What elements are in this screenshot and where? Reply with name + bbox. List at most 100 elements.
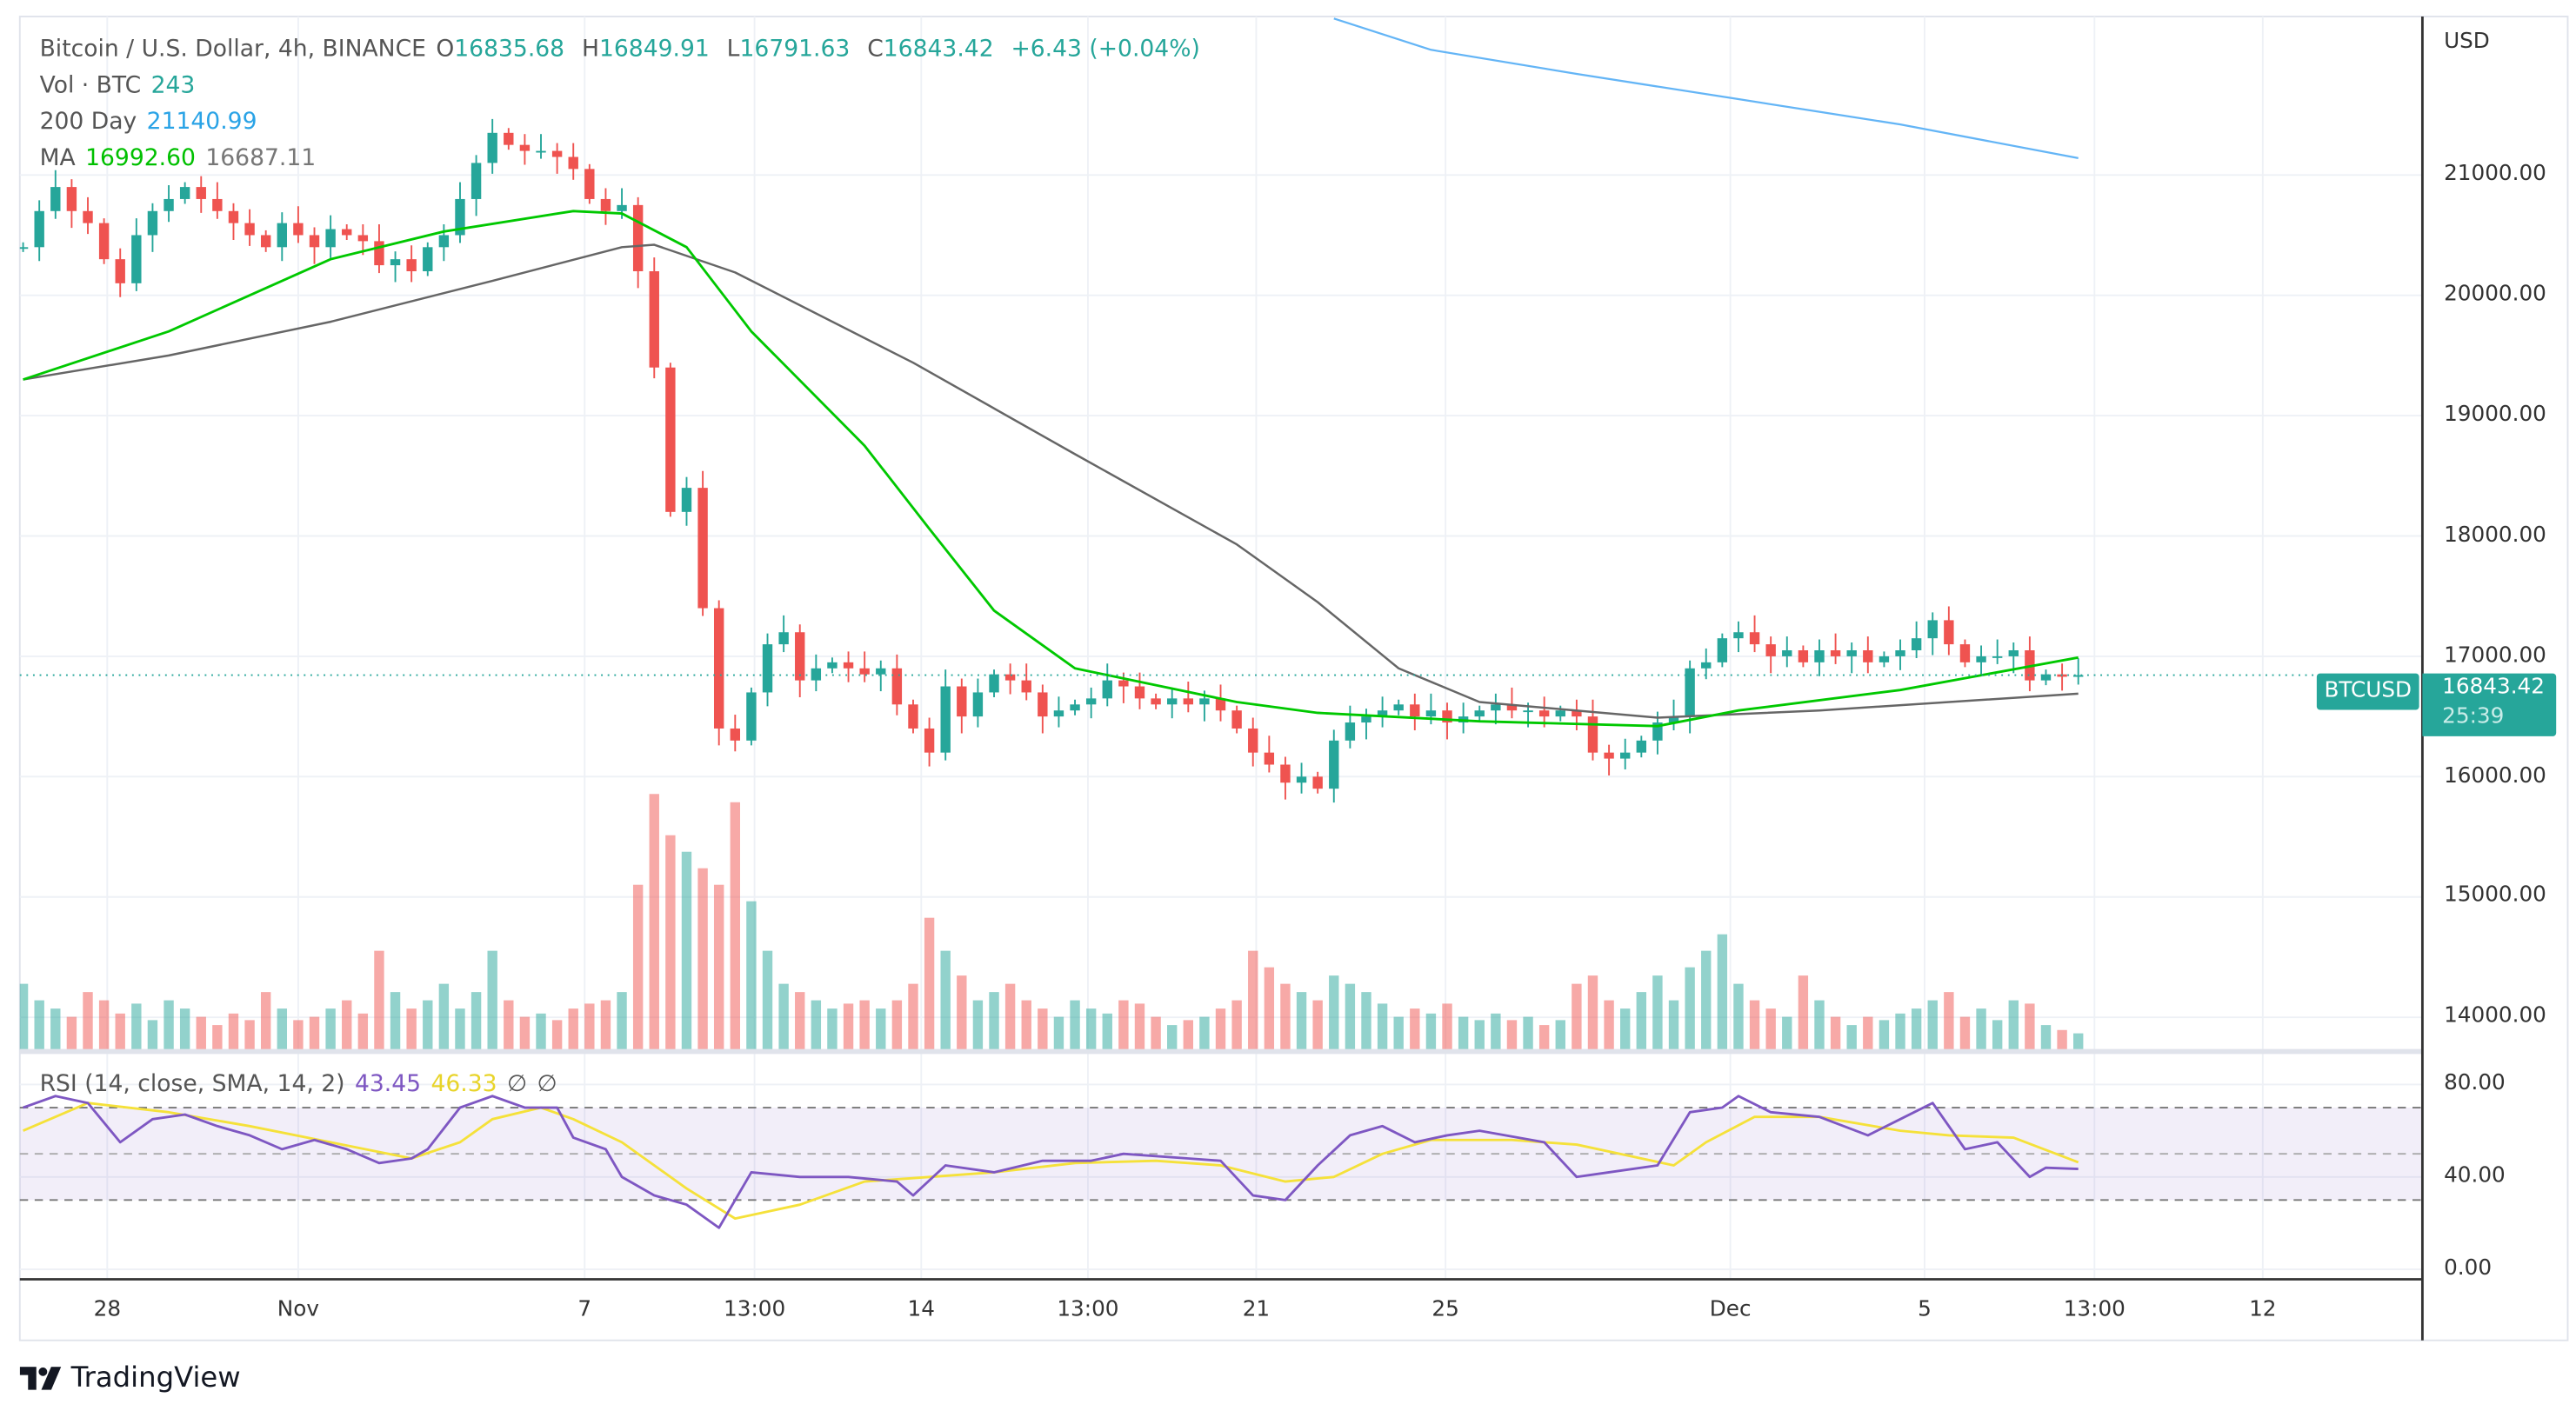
candle-body (1798, 650, 1809, 662)
candle-body (1814, 650, 1825, 662)
volume-legend[interactable]: Vol · BTC 243 (40, 71, 205, 101)
candle-body (1393, 704, 1404, 711)
volume-bar (1879, 1020, 1890, 1050)
candle-body (1523, 710, 1533, 713)
candles (19, 118, 2084, 803)
candle-body (1102, 680, 1112, 699)
volume-bar (196, 1016, 206, 1050)
volume-bar (746, 901, 757, 1050)
volume-bar (50, 1008, 61, 1050)
time-tick-label: Nov (277, 1297, 319, 1322)
candle-body (1879, 656, 1890, 662)
ma-fast-value: 16992.60 (85, 145, 196, 172)
volume-bar (940, 950, 951, 1050)
candle-body (277, 223, 287, 248)
volume-bar (1895, 1013, 1905, 1050)
candle-body (131, 235, 142, 283)
volume-bar (34, 1000, 44, 1050)
volume-bar (1652, 975, 1663, 1050)
price-tick-label: 14000.00 (2444, 1003, 2546, 1029)
candle-body (1004, 674, 1016, 681)
moving-averages (23, 17, 2079, 728)
candle-body (1264, 752, 1275, 765)
last-price-value: 16843.42 (2442, 675, 2545, 701)
volume-label: Vol · BTC (39, 72, 142, 99)
candle-body (972, 692, 984, 717)
volume-bar (1620, 1008, 1631, 1050)
candle-body (811, 668, 822, 681)
ma-fast-line (23, 210, 2079, 728)
candle-body (1782, 650, 1792, 656)
candle-body (309, 235, 320, 248)
volume-bar (1555, 1020, 1565, 1050)
rsi-lines (23, 1095, 2079, 1229)
volume-bar (1183, 1020, 1194, 1050)
volume-bar (244, 1020, 255, 1050)
volume-bar (228, 1013, 239, 1050)
volume-bar (1248, 950, 1258, 1050)
bar-countdown: 25:39 (2442, 704, 2505, 730)
volume-bar (277, 1008, 287, 1050)
candle-body (406, 259, 417, 271)
candle-body (1280, 764, 1291, 783)
volume-bar (1021, 1000, 1031, 1050)
volume-bar (2025, 1003, 2035, 1050)
volume-bar (713, 884, 724, 1050)
volume-bar (374, 950, 384, 1050)
low-label: L (726, 36, 740, 63)
candle-body (681, 488, 692, 512)
volume-bar (1442, 1003, 1452, 1050)
volume-bar (1668, 1000, 1679, 1050)
volume-bar (1361, 992, 1371, 1050)
price-tick-label: 16000.00 (2444, 763, 2546, 789)
candle-body (438, 235, 450, 248)
candle-body (325, 229, 336, 248)
candle-body (795, 632, 805, 681)
volume-bar (1572, 983, 1582, 1050)
candle-body (1053, 710, 1064, 717)
volume-bar (1604, 1000, 1614, 1050)
time-tick-label: 13:00 (2063, 1297, 2126, 1322)
volume-value: 243 (150, 72, 196, 99)
candle-body (1183, 698, 1194, 705)
volume-bar (406, 1008, 417, 1050)
volume-bar (66, 1016, 77, 1050)
volume-bar (1004, 983, 1016, 1050)
price-tick-label: 20000.00 (2444, 282, 2546, 307)
rsi-legend[interactable]: RSI (14, close, SMA, 14, 2) 43.45 46.33 ∅ ∅ (40, 1069, 568, 1099)
candle-body (179, 187, 190, 199)
volume-bar (1345, 983, 1356, 1050)
rsi-line (23, 1095, 2079, 1229)
candle-body (843, 662, 854, 669)
tradingview-logo[interactable]: TradingView (19, 1361, 241, 1394)
candle-body (1668, 716, 1679, 723)
volume-bar (293, 1020, 304, 1050)
volume-bar (342, 1000, 352, 1050)
candle-body (730, 728, 740, 741)
candle-body (390, 259, 401, 266)
volume-bar (309, 1016, 320, 1050)
candle-body (19, 247, 29, 250)
candle-body (568, 156, 578, 170)
candle-body (1846, 650, 1857, 656)
candle-body (876, 668, 886, 675)
volume-bar (989, 992, 999, 1050)
volume-bar (811, 1000, 822, 1050)
candle-body (1248, 728, 1258, 753)
volume-bar (455, 1008, 465, 1050)
currency-label[interactable]: USD (2444, 30, 2490, 55)
candle-body (1652, 722, 1663, 741)
time-tick-label: 14 (907, 1297, 935, 1322)
volume-bar (1085, 1008, 1097, 1050)
candle-body (827, 662, 838, 669)
volume-bar (1782, 1016, 1792, 1050)
ma200-legend[interactable]: 200 Day 21140.99 (40, 107, 267, 136)
ma-legend[interactable]: MA 16992.60 16687.11 (40, 143, 326, 173)
volume-bar (1070, 1000, 1080, 1050)
volume-bar (1215, 1008, 1226, 1050)
volume-bar (972, 1000, 984, 1050)
volume-bar (2057, 1029, 2067, 1050)
candle-body (762, 644, 773, 693)
symbol-title[interactable]: Bitcoin / U.S. Dollar, 4h, BINANCE (39, 36, 426, 63)
